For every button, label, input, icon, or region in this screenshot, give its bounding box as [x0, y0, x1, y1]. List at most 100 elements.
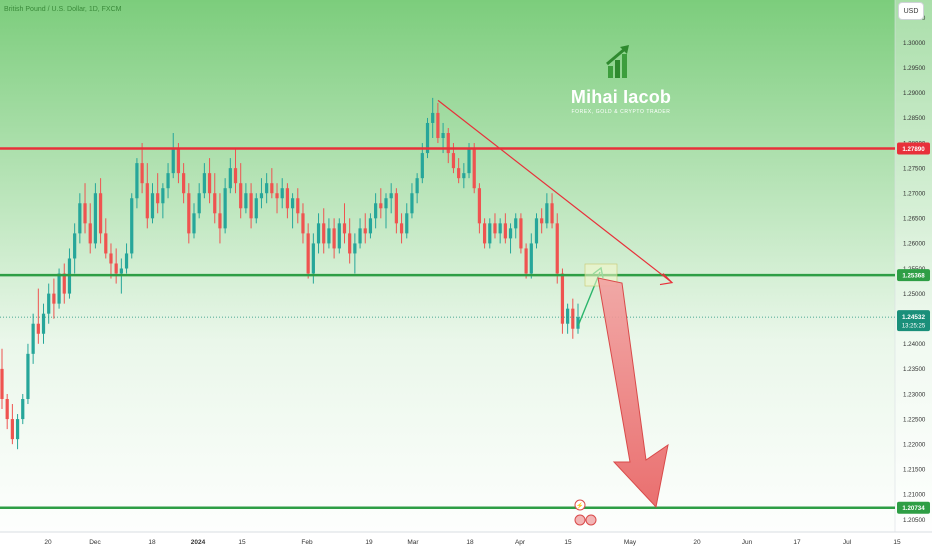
candle[interactable] — [197, 193, 201, 214]
candle[interactable] — [176, 148, 181, 174]
candle[interactable] — [420, 153, 424, 179]
candle[interactable] — [228, 168, 232, 189]
candle[interactable] — [337, 223, 341, 249]
candle[interactable] — [130, 198, 134, 254]
candle[interactable] — [233, 168, 238, 184]
candle[interactable] — [265, 183, 269, 194]
currency-button[interactable]: USD — [898, 2, 924, 20]
candle[interactable] — [529, 243, 533, 274]
candle[interactable] — [451, 153, 456, 169]
candle[interactable] — [109, 253, 113, 264]
trendline[interactable] — [437, 99, 673, 284]
candle[interactable] — [405, 213, 409, 234]
forecast-arrow[interactable] — [597, 277, 669, 509]
candle[interactable] — [384, 198, 388, 209]
candle[interactable] — [410, 193, 414, 214]
candle[interactable] — [342, 223, 347, 234]
candle[interactable] — [493, 223, 497, 234]
candle[interactable] — [441, 133, 445, 139]
candle[interactable] — [322, 223, 326, 244]
candle[interactable] — [124, 253, 129, 269]
candle[interactable] — [171, 148, 175, 174]
candle[interactable] — [353, 243, 357, 254]
candle[interactable] — [244, 193, 248, 209]
candle[interactable] — [156, 193, 160, 204]
candle[interactable] — [290, 198, 295, 209]
candle[interactable] — [550, 203, 554, 224]
candle[interactable] — [316, 223, 321, 244]
candle[interactable] — [332, 228, 336, 249]
candle[interactable] — [41, 313, 46, 334]
candle[interactable] — [514, 218, 518, 229]
candle[interactable] — [223, 188, 227, 229]
candle[interactable] — [363, 228, 367, 234]
candle[interactable] — [327, 228, 331, 244]
candle[interactable] — [140, 163, 144, 184]
candle[interactable] — [368, 218, 373, 234]
candle[interactable] — [576, 317, 580, 329]
candle[interactable] — [571, 308, 575, 329]
candle[interactable] — [192, 213, 196, 234]
candle[interactable] — [457, 168, 461, 179]
candle[interactable] — [26, 353, 30, 399]
candle[interactable] — [270, 183, 274, 194]
candle[interactable] — [83, 203, 87, 224]
candle[interactable] — [98, 193, 103, 234]
candle[interactable] — [348, 233, 352, 254]
candle[interactable] — [358, 228, 362, 244]
candle[interactable] — [10, 419, 14, 440]
candle[interactable] — [425, 122, 430, 154]
candle[interactable] — [254, 198, 258, 219]
candle[interactable] — [239, 183, 243, 209]
candle[interactable] — [104, 233, 108, 254]
candle[interactable] — [399, 223, 404, 234]
candle[interactable] — [488, 223, 492, 244]
candle[interactable] — [259, 193, 264, 199]
candle[interactable] — [36, 323, 40, 334]
candle[interactable] — [62, 273, 66, 294]
economic-event-icon[interactable] — [574, 514, 586, 526]
candle[interactable] — [472, 148, 476, 189]
candle[interactable] — [119, 268, 123, 274]
candle[interactable] — [285, 188, 290, 209]
candle[interactable] — [477, 188, 482, 224]
candle[interactable] — [524, 248, 528, 274]
candle[interactable] — [52, 293, 56, 304]
candle[interactable] — [311, 243, 315, 274]
candle[interactable] — [560, 273, 565, 324]
candle[interactable] — [508, 228, 513, 239]
candle[interactable] — [301, 213, 305, 234]
candle[interactable] — [498, 223, 502, 234]
candle[interactable] — [187, 193, 191, 234]
candle[interactable] — [545, 203, 549, 224]
candle[interactable] — [78, 203, 82, 234]
candle[interactable] — [394, 193, 398, 224]
candle[interactable] — [207, 173, 212, 194]
candle[interactable] — [145, 183, 149, 219]
candle[interactable] — [415, 178, 419, 194]
candle[interactable] — [306, 233, 310, 274]
candle[interactable] — [436, 112, 440, 139]
candle[interactable] — [374, 203, 378, 219]
candle[interactable] — [566, 308, 570, 324]
candle[interactable] — [482, 223, 487, 244]
candle[interactable] — [161, 188, 165, 204]
candle[interactable] — [93, 193, 98, 244]
candle[interactable] — [150, 193, 155, 219]
candle[interactable] — [114, 263, 118, 274]
candle[interactable] — [47, 293, 51, 314]
candle[interactable] — [275, 193, 279, 199]
candle[interactable] — [389, 193, 393, 199]
candle[interactable] — [280, 188, 284, 199]
candle[interactable] — [218, 213, 222, 229]
candle[interactable] — [21, 399, 25, 420]
candle[interactable] — [446, 133, 450, 154]
candle[interactable] — [5, 399, 9, 420]
candle[interactable] — [519, 218, 523, 249]
candle[interactable] — [73, 233, 77, 259]
candle[interactable] — [31, 323, 35, 354]
candle[interactable] — [15, 419, 20, 440]
candle[interactable] — [57, 273, 61, 304]
candle[interactable] — [540, 218, 544, 224]
